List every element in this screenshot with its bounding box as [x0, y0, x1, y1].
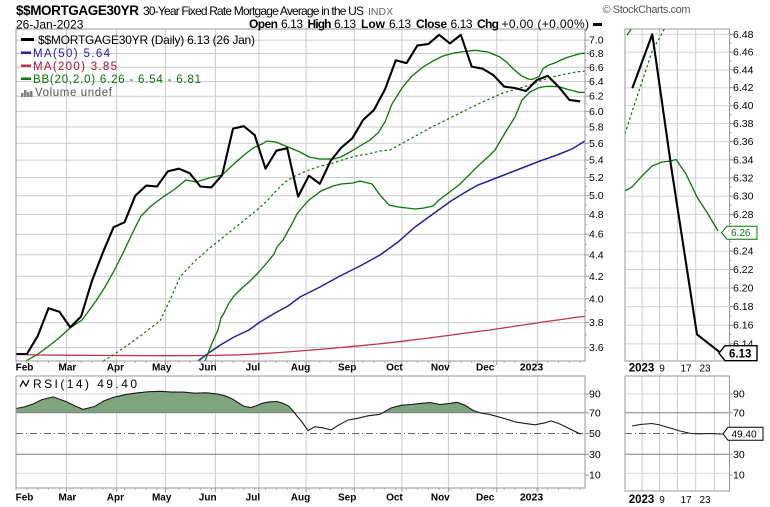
svg-text:6.28: 6.28	[733, 209, 754, 221]
svg-text:70: 70	[589, 407, 601, 419]
svg-text:Jul: Jul	[246, 363, 261, 374]
svg-text:Jul: Jul	[246, 493, 261, 504]
svg-text:6.34: 6.34	[733, 154, 754, 166]
svg-text:5.6: 5.6	[589, 138, 604, 150]
svg-text:17: 17	[680, 495, 692, 506]
svg-text:Volume undef: Volume undef	[35, 87, 113, 99]
svg-text:6.13: 6.13	[451, 17, 473, 31]
svg-text:4.4: 4.4	[589, 249, 604, 261]
svg-text:+0.00 (+0.00%): +0.00 (+0.00%)	[502, 17, 590, 31]
svg-text:6.18: 6.18	[733, 301, 754, 313]
svg-text:90: 90	[589, 388, 601, 400]
svg-text:30: 30	[733, 449, 745, 461]
svg-text:30-Year Fixed Rate Mortgage Av: 30-Year Fixed Rate Mortgage Average in t…	[143, 4, 364, 18]
svg-text:23: 23	[699, 495, 711, 506]
svg-text:6.42: 6.42	[733, 82, 754, 94]
svg-text:RSI(14) 49.40: RSI(14) 49.40	[33, 377, 137, 391]
svg-text:4.6: 4.6	[589, 229, 604, 241]
svg-text:7.0: 7.0	[589, 35, 604, 47]
svg-text:90: 90	[733, 388, 745, 400]
svg-text:5.2: 5.2	[589, 172, 604, 184]
svg-text:Sep: Sep	[338, 363, 356, 374]
svg-text:INDX: INDX	[368, 6, 393, 18]
svg-text:6.48: 6.48	[733, 29, 754, 41]
svg-text:6.36: 6.36	[733, 136, 754, 148]
svg-text:6.6: 6.6	[589, 62, 604, 74]
svg-text:6.30: 6.30	[733, 191, 754, 203]
svg-text:17: 17	[680, 364, 692, 375]
svg-text:6.20: 6.20	[733, 283, 754, 295]
svg-text:MA(200) 3.85: MA(200) 3.85	[33, 61, 117, 73]
svg-text:6.13: 6.13	[281, 17, 303, 31]
svg-text:10: 10	[733, 470, 745, 482]
svg-text:6.4: 6.4	[589, 76, 604, 88]
svg-text:2023: 2023	[520, 362, 544, 374]
svg-text:Nov: Nov	[431, 363, 450, 374]
svg-text:6.2: 6.2	[589, 91, 604, 103]
svg-text:49.40: 49.40	[732, 429, 757, 440]
svg-text:Feb: Feb	[16, 363, 34, 374]
svg-text:Oct: Oct	[386, 493, 403, 504]
svg-text:High: High	[308, 17, 332, 31]
svg-text:2023: 2023	[629, 363, 655, 375]
svg-text:Mar: Mar	[59, 493, 77, 504]
svg-text:6.13: 6.13	[729, 349, 751, 361]
svg-text:BB(20,2.0) 6.26 - 6.54 - 6.81: BB(20,2.0) 6.26 - 6.54 - 6.81	[33, 74, 201, 86]
svg-text:5.4: 5.4	[589, 155, 604, 167]
svg-text:Sep: Sep	[338, 493, 356, 504]
svg-text:6.16: 6.16	[733, 320, 754, 332]
svg-text:May: May	[152, 363, 172, 374]
svg-text:6.24: 6.24	[733, 246, 754, 258]
svg-text:10: 10	[589, 470, 601, 482]
svg-text:Jun: Jun	[199, 363, 217, 374]
svg-text:6.26: 6.26	[731, 228, 751, 239]
svg-text:6.8: 6.8	[589, 48, 604, 60]
svg-text:Dec: Dec	[476, 363, 495, 374]
svg-text:9: 9	[659, 495, 665, 506]
svg-text:Open: Open	[249, 17, 278, 31]
svg-text:9: 9	[659, 364, 665, 375]
svg-text:23: 23	[699, 364, 711, 375]
svg-text:Apr: Apr	[107, 493, 124, 504]
svg-text:Mar: Mar	[59, 363, 77, 374]
svg-text:4.8: 4.8	[589, 209, 604, 221]
svg-text:Chg: Chg	[477, 17, 499, 31]
svg-text:Aug: Aug	[291, 493, 310, 504]
svg-text:Close: Close	[416, 17, 447, 31]
svg-text:5.8: 5.8	[589, 122, 604, 134]
svg-text:2023: 2023	[520, 492, 544, 504]
svg-text:6.44: 6.44	[733, 64, 754, 76]
svg-text:4.0: 4.0	[589, 293, 604, 305]
svg-text:© StockCharts.com: © StockCharts.com	[603, 4, 691, 16]
svg-text:6.13: 6.13	[389, 17, 411, 31]
svg-text:May: May	[152, 493, 172, 504]
svg-text:Nov: Nov	[431, 493, 450, 504]
svg-text:50: 50	[589, 428, 601, 440]
svg-text:6.22: 6.22	[733, 264, 754, 276]
svg-text:3.6: 3.6	[589, 342, 604, 354]
svg-text:6.32: 6.32	[733, 172, 754, 184]
svg-text:$$MORTGAGE30YR (Daily) 6.13 (2: $$MORTGAGE30YR (Daily) 6.13 (26 Jan)	[38, 33, 255, 47]
svg-text:Apr: Apr	[107, 363, 124, 374]
svg-text:$$MORTGAGE30YR: $$MORTGAGE30YR	[16, 3, 139, 18]
svg-text:6.0: 6.0	[589, 106, 604, 118]
svg-text:70: 70	[733, 407, 745, 419]
svg-text:Low: Low	[361, 17, 386, 31]
svg-text:3.8: 3.8	[589, 317, 604, 329]
svg-text:MA(50) 5.64: MA(50) 5.64	[33, 48, 111, 60]
svg-text:6.40: 6.40	[733, 100, 754, 112]
svg-text:4.2: 4.2	[589, 271, 604, 283]
svg-text:Oct: Oct	[386, 363, 403, 374]
svg-text:Aug: Aug	[291, 363, 310, 374]
svg-text:6.13: 6.13	[334, 17, 356, 31]
svg-text:6.46: 6.46	[733, 47, 754, 59]
svg-text:Feb: Feb	[16, 493, 34, 504]
svg-text:Dec: Dec	[476, 493, 495, 504]
svg-text:30: 30	[589, 449, 601, 461]
svg-text:6.38: 6.38	[733, 118, 754, 130]
svg-text:Jun: Jun	[199, 493, 217, 504]
svg-text:5.0: 5.0	[589, 190, 604, 202]
svg-text:26-Jan-2023: 26-Jan-2023	[16, 18, 84, 32]
svg-text:2023: 2023	[629, 494, 655, 506]
